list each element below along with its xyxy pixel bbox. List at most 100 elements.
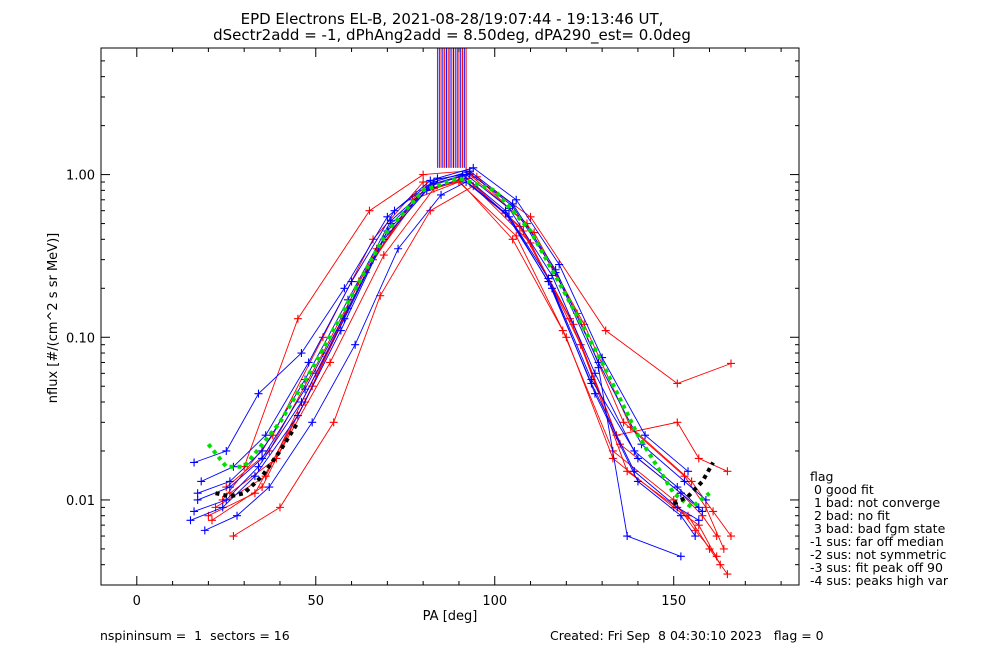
red-trace-6 bbox=[211, 179, 718, 557]
legend-entry-4: -1 sus: far off median bbox=[810, 534, 944, 549]
blue-point bbox=[680, 477, 689, 486]
footer-created: Created: Fri Sep 8 04:30:10 2023 flag = … bbox=[550, 628, 824, 643]
red-trace-7 bbox=[229, 176, 732, 537]
blue-point bbox=[265, 483, 274, 492]
blue-point bbox=[222, 446, 231, 455]
legend-entry-2: 2 bad: no fit bbox=[810, 508, 890, 523]
red-point bbox=[369, 235, 378, 244]
blue-point bbox=[383, 212, 392, 221]
x-tick-label: 0 bbox=[133, 594, 141, 609]
blue-point bbox=[301, 385, 310, 394]
red-traces bbox=[204, 167, 735, 579]
red-point bbox=[512, 231, 521, 240]
x-axis-label: PA [deg] bbox=[423, 609, 478, 624]
blue-point bbox=[458, 170, 467, 179]
blue-point bbox=[437, 190, 446, 199]
blue-point bbox=[676, 511, 685, 520]
blue-point bbox=[233, 511, 242, 520]
red-point bbox=[229, 532, 238, 541]
legend-entry-6: -3 sus: fit peak off 90 bbox=[810, 560, 943, 575]
red-trace-3 bbox=[233, 185, 728, 575]
red-point bbox=[258, 483, 267, 492]
x-tick-label: 100 bbox=[482, 594, 507, 609]
blue-point bbox=[197, 477, 206, 486]
blue-point bbox=[633, 477, 642, 486]
blue-point bbox=[684, 467, 693, 476]
blue-point bbox=[250, 472, 259, 481]
blue-point bbox=[218, 503, 227, 512]
vertical-band bbox=[436, 48, 467, 168]
blue-trace-5 bbox=[197, 172, 682, 557]
blue-point bbox=[190, 507, 199, 516]
blue-point bbox=[501, 206, 510, 215]
blue-point bbox=[623, 532, 632, 541]
chart-title-line2: dSectr2add = -1, dPhAng2add = 8.50deg, d… bbox=[213, 26, 691, 45]
footer-spin-info: nspininsum = 1 sectors = 16 bbox=[100, 628, 290, 643]
blue-point bbox=[694, 503, 703, 512]
blue-trace-2 bbox=[190, 177, 700, 521]
red-point bbox=[608, 454, 617, 463]
red-point bbox=[379, 251, 388, 260]
fit-curve-black-2 bbox=[672, 461, 715, 506]
blue-point bbox=[544, 274, 553, 283]
red-point bbox=[687, 477, 696, 486]
red-point bbox=[365, 206, 374, 215]
y-tick-label: 1.00 bbox=[66, 169, 95, 184]
red-point bbox=[419, 178, 428, 187]
blue-point bbox=[340, 284, 349, 293]
red-point bbox=[673, 379, 682, 388]
red-point bbox=[712, 552, 721, 561]
fit-curve-green-0 bbox=[206, 176, 711, 510]
fit-curves bbox=[206, 176, 715, 510]
red-point bbox=[419, 170, 428, 179]
blue-point bbox=[694, 516, 703, 525]
blue-traces bbox=[186, 163, 710, 561]
red-trace-4 bbox=[243, 170, 732, 467]
blue-trace-1 bbox=[197, 170, 707, 501]
blue-point bbox=[258, 454, 267, 463]
blue-point bbox=[193, 489, 202, 498]
blue-point bbox=[555, 260, 564, 269]
red-point bbox=[694, 454, 703, 463]
blue-point bbox=[590, 369, 599, 378]
blue-point bbox=[258, 446, 267, 455]
blue-point bbox=[673, 483, 682, 492]
blue-point bbox=[469, 163, 478, 172]
legend-entry-3: 3 bad: bad fgm state bbox=[810, 521, 946, 536]
red-point bbox=[558, 326, 567, 335]
red-point bbox=[701, 503, 710, 512]
blue-point bbox=[190, 458, 199, 467]
legend-entry-0: 0 good fit bbox=[810, 482, 874, 497]
blue-point bbox=[426, 176, 435, 185]
blue-point bbox=[297, 349, 306, 358]
red-point bbox=[326, 358, 335, 367]
red-point bbox=[719, 544, 728, 553]
legend-entry-7: -4 sus: peaks high var bbox=[810, 573, 949, 588]
blue-point bbox=[200, 526, 209, 535]
red-trace-1 bbox=[226, 174, 725, 550]
legend-entry-1: 1 bad: not converge bbox=[810, 495, 940, 510]
blue-point bbox=[548, 284, 557, 293]
blue-point bbox=[691, 532, 700, 541]
red-trace-2 bbox=[208, 181, 721, 565]
red-point bbox=[709, 507, 718, 516]
red-point bbox=[515, 222, 524, 231]
red-point bbox=[723, 467, 732, 476]
plot-frame bbox=[100, 47, 800, 586]
blue-point bbox=[293, 411, 302, 420]
blue-trace-4 bbox=[204, 181, 696, 537]
blue-point bbox=[186, 516, 195, 525]
legend-entry-5: -2 sus: not symmetric bbox=[810, 547, 946, 562]
blue-point bbox=[297, 397, 306, 406]
x-tick-label: 150 bbox=[661, 594, 686, 609]
blue-point bbox=[594, 363, 603, 372]
blue-point bbox=[351, 340, 360, 349]
blue-point bbox=[433, 174, 442, 183]
blue-point bbox=[465, 169, 474, 178]
red-point bbox=[723, 570, 732, 579]
blue-point bbox=[394, 244, 403, 253]
blue-point bbox=[336, 326, 345, 335]
blue-point bbox=[512, 195, 521, 204]
chart-title-line1: EPD Electrons EL-B, 2021-08-28/19:07:44 … bbox=[241, 10, 664, 28]
